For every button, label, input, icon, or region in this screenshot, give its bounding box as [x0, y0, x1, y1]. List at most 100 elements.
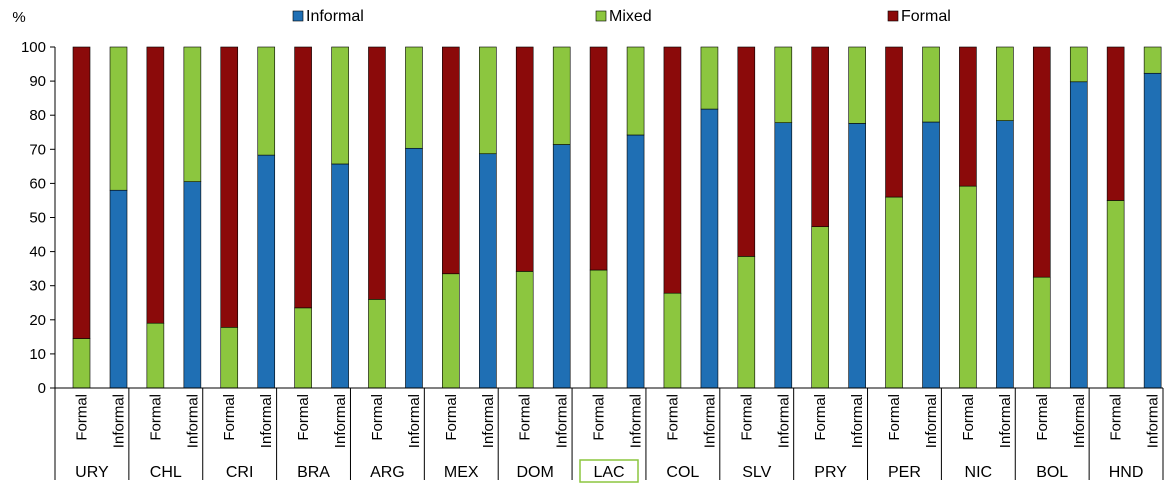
x-sub-label: Formal [443, 394, 460, 441]
x-sub-label: Informal [997, 394, 1014, 448]
bar-segment-formal-col-formal [663, 46, 682, 294]
bar-segment-formal-arg-formal [368, 46, 386, 300]
x-group-label: MEX [444, 464, 479, 481]
x-sub-label: Formal [1034, 394, 1051, 441]
bar-segment-mixed-cri-informal [257, 46, 276, 156]
bar-segment-informal-slv-informal [774, 122, 793, 389]
bar-segment-mixed-lac-formal [589, 269, 608, 389]
x-sub-label: Formal [812, 394, 829, 441]
x-sub-label: Formal [147, 394, 164, 441]
x-group-label: COL [666, 464, 699, 481]
bar-segment-informal-dom-informal [552, 144, 571, 389]
bar-segment-mixed-per-informal [922, 46, 940, 123]
y-axis: 0 10 20 30 40 50 60 70 80 90 100 [21, 39, 56, 397]
bar-segment-formal-ury-formal [72, 46, 91, 339]
x-group-label: PER [888, 464, 921, 481]
x-sub-label: Formal [74, 394, 91, 441]
bar-segment-formal-nic-formal [959, 46, 977, 187]
bar-segment-formal-per-formal [885, 46, 903, 198]
x-sub-label: Formal [221, 394, 238, 441]
bar-segment-mixed-bol-formal [1032, 276, 1051, 389]
bar-segment-formal-bol-formal [1032, 46, 1051, 278]
legend-label-mixed: Mixed [609, 8, 652, 25]
bar-segment-informal-hnd-informal [1143, 72, 1162, 389]
x-sub-label: Formal [886, 394, 903, 441]
bar-segment-informal-bra-informal [331, 163, 349, 389]
x-sub-label: Informal [1071, 394, 1088, 448]
bar-segment-informal-cri-informal [257, 154, 276, 389]
y-tick-label: 60 [29, 175, 46, 192]
bar-segment-informal-nic-informal [996, 120, 1014, 389]
bar-segment-mixed-nic-informal [996, 46, 1014, 121]
x-sub-label: Informal [406, 394, 423, 448]
bar-segment-formal-dom-formal [515, 46, 534, 272]
bar-segment-informal-per-informal [922, 121, 940, 389]
bar-segment-mixed-arg-formal [368, 299, 386, 389]
bar-segment-mixed-col-formal [663, 292, 682, 389]
x-group-label: SLV [742, 464, 771, 481]
bar-segment-mixed-dom-formal [515, 271, 534, 389]
bar-segment-formal-bra-formal [294, 46, 312, 309]
bar-segment-mixed-per-formal [885, 196, 903, 389]
bar-segment-formal-chl-formal [146, 46, 165, 324]
y-tick-label: 70 [29, 141, 46, 158]
bar-segment-mixed-bol-informal [1069, 46, 1088, 83]
bar-segment-mixed-bra-formal [294, 307, 312, 389]
x-group-label: BOL [1036, 464, 1068, 481]
bar-segment-formal-cri-formal [220, 46, 239, 328]
x-sub-label: Informal [258, 394, 275, 448]
bar-segment-mixed-chl-informal [183, 46, 202, 182]
bar-segment-informal-pry-informal [848, 123, 866, 389]
x-group-label: NIC [965, 464, 993, 481]
bar-segment-mixed-hnd-formal [1106, 200, 1125, 389]
bar-segment-mixed-lac-informal [626, 46, 645, 136]
bar-segment-mixed-mex-formal [442, 273, 460, 389]
x-sub-label: Formal [517, 394, 534, 441]
bar-segment-formal-slv-formal [737, 46, 756, 257]
y-tick-label: 30 [29, 278, 46, 295]
bar-segment-mixed-mex-informal [479, 46, 497, 155]
x-group-label: LAC [593, 464, 624, 481]
x-group-label: HND [1109, 464, 1144, 481]
bar-segment-mixed-col-informal [700, 46, 719, 110]
y-tick-label: 20 [29, 312, 46, 329]
y-axis-unit-label: % [12, 9, 25, 26]
x-sub-label: Informal [775, 394, 792, 448]
x-group-label: CRI [226, 464, 254, 481]
x-sub-label: Informal [480, 394, 497, 448]
bar-segment-mixed-chl-formal [146, 322, 165, 389]
bar-segment-mixed-slv-formal [737, 256, 756, 389]
bar-segment-formal-mex-formal [442, 46, 460, 275]
bar-segment-formal-pry-formal [811, 46, 829, 228]
x-sub-label: Formal [960, 394, 977, 441]
bar-segment-formal-hnd-formal [1106, 46, 1125, 201]
bar-segment-mixed-arg-informal [405, 46, 423, 149]
bar-segment-mixed-bra-informal [331, 46, 349, 165]
x-sub-label: Informal [554, 394, 571, 448]
bar-segment-mixed-nic-formal [959, 185, 977, 389]
legend-label-formal: Formal [901, 8, 951, 25]
x-sub-label: Formal [591, 394, 608, 441]
bar-segment-mixed-hnd-informal [1143, 46, 1162, 74]
x-sub-label: Formal [738, 394, 755, 441]
y-tick-label: 80 [29, 107, 46, 124]
bar-segment-informal-bol-informal [1069, 81, 1088, 389]
x-group-label: PRY [814, 464, 847, 481]
bar-segment-informal-chl-informal [183, 181, 202, 389]
bar-segment-mixed-ury-informal [109, 46, 128, 191]
bar-segment-mixed-pry-formal [811, 226, 829, 389]
legend-swatch-formal [887, 10, 899, 22]
x-sub-label: Informal [849, 394, 866, 448]
y-tick-label: 0 [38, 380, 46, 397]
bar-segment-informal-arg-informal [405, 147, 423, 389]
legend: Informal Mixed Formal [292, 8, 951, 25]
bar-segment-informal-col-informal [700, 108, 719, 389]
x-sub-label: Informal [332, 394, 349, 448]
x-group-label: URY [75, 464, 109, 481]
highlight-box [579, 459, 639, 483]
bar-segment-mixed-ury-formal [72, 338, 91, 389]
x-group-label: ARG [370, 464, 405, 481]
x-sub-label: Formal [664, 394, 681, 441]
